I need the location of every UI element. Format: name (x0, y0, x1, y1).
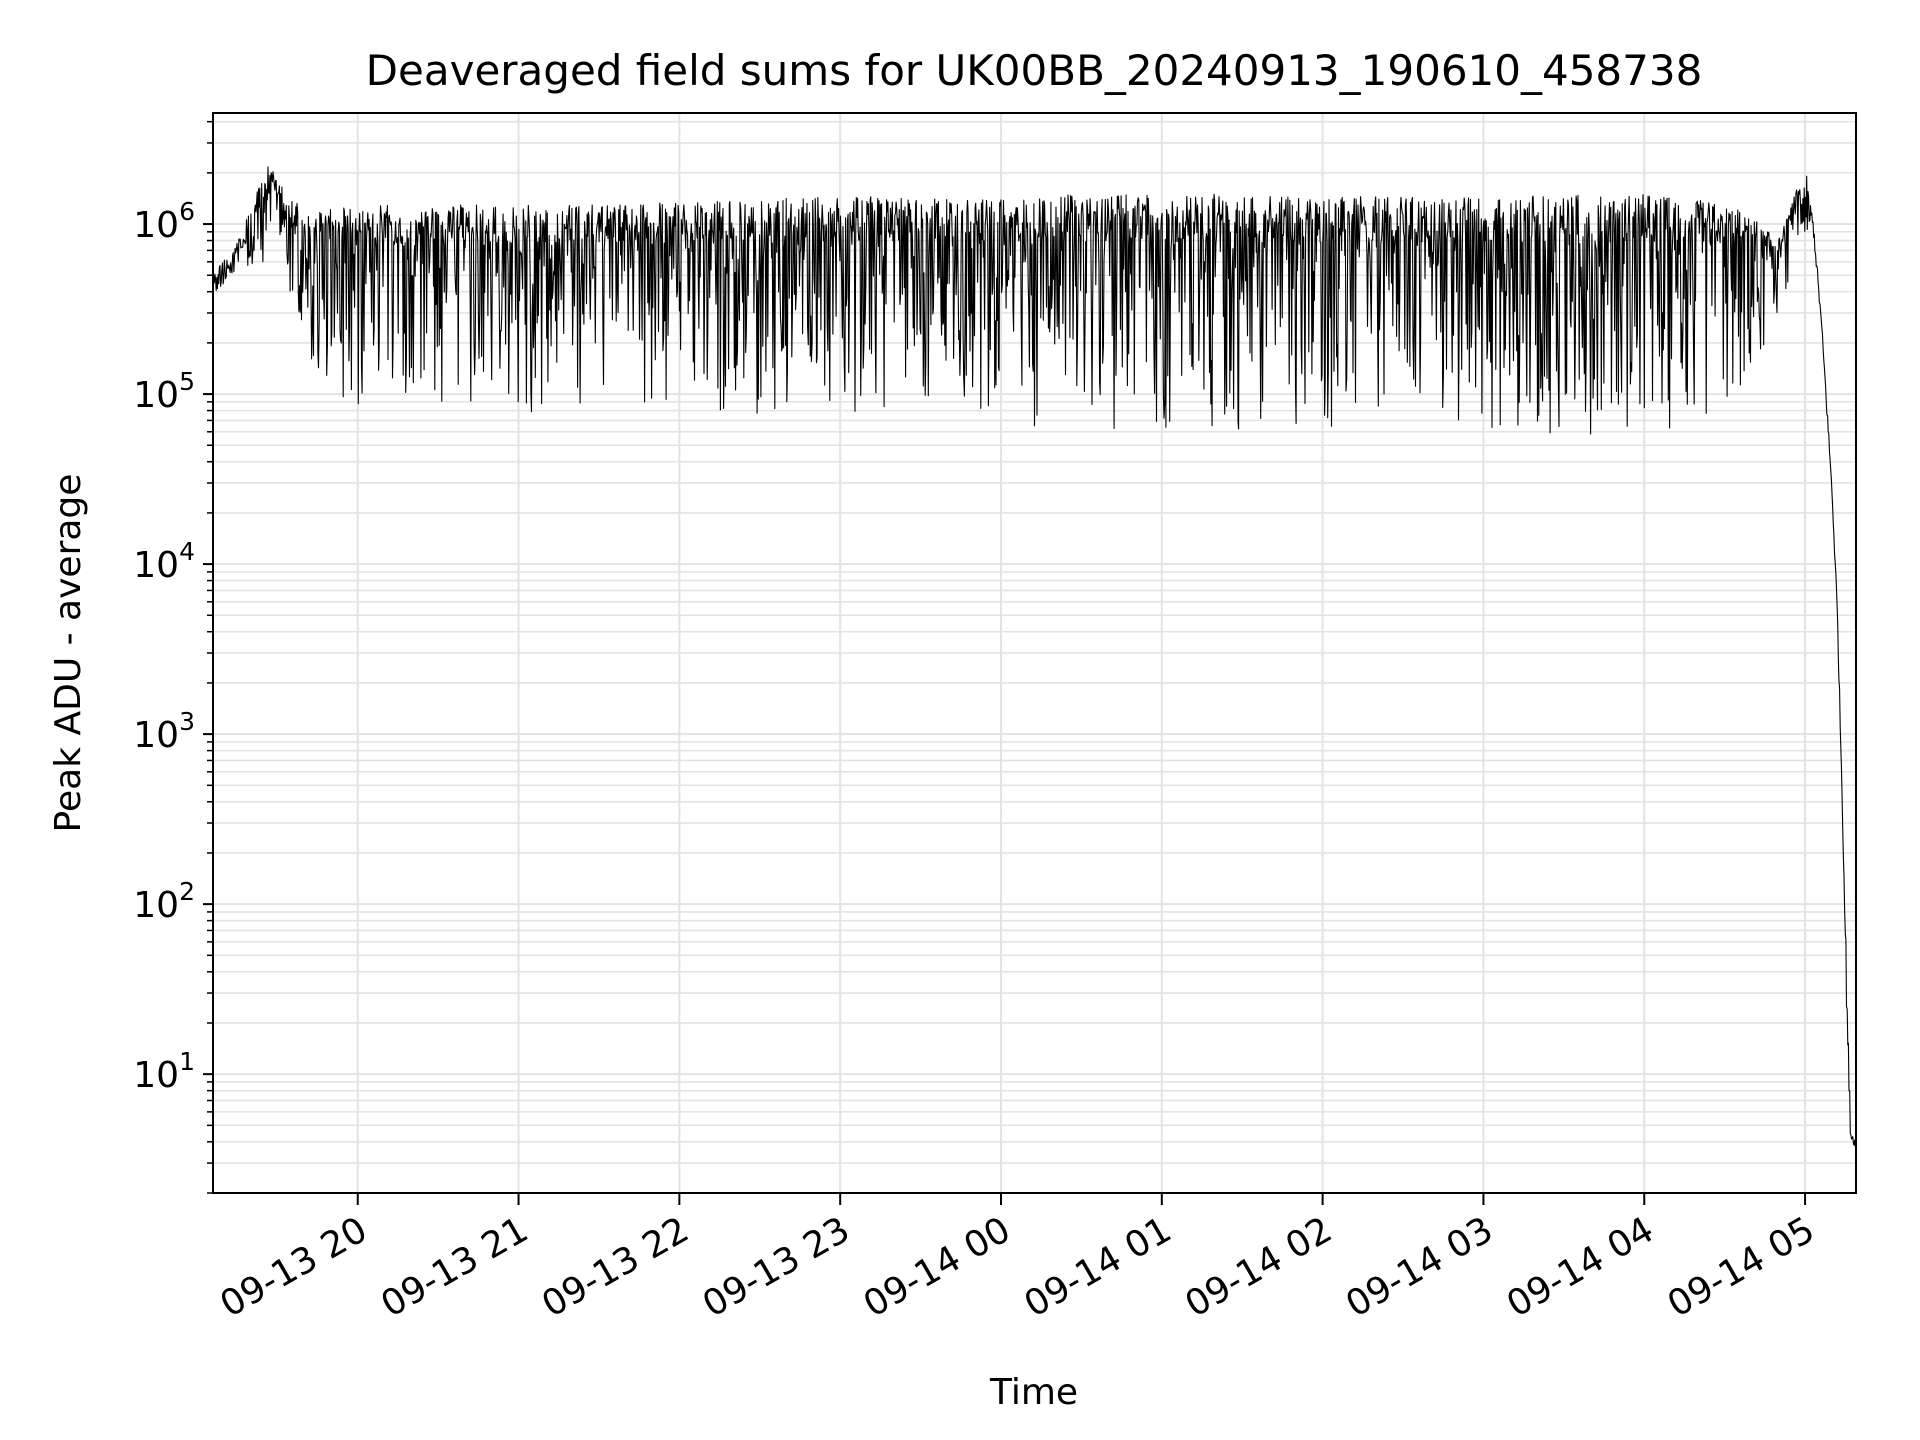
y-tick-label: 102 (133, 877, 195, 926)
data-series-line (212, 166, 1857, 1148)
y-tick-label: 104 (133, 537, 195, 586)
y-axis-label: Peak ADU - average (48, 474, 89, 833)
y-tick-label: 106 (133, 197, 195, 246)
y-tick-label: 101 (133, 1047, 195, 1096)
y-tick-label: 105 (133, 367, 195, 416)
y-tick-label: 103 (133, 707, 195, 756)
chart-title: Deaveraged field sums for UK00BB_2024091… (366, 46, 1703, 95)
x-axis-label: Time (989, 1372, 1078, 1413)
data-series (212, 166, 1857, 1148)
